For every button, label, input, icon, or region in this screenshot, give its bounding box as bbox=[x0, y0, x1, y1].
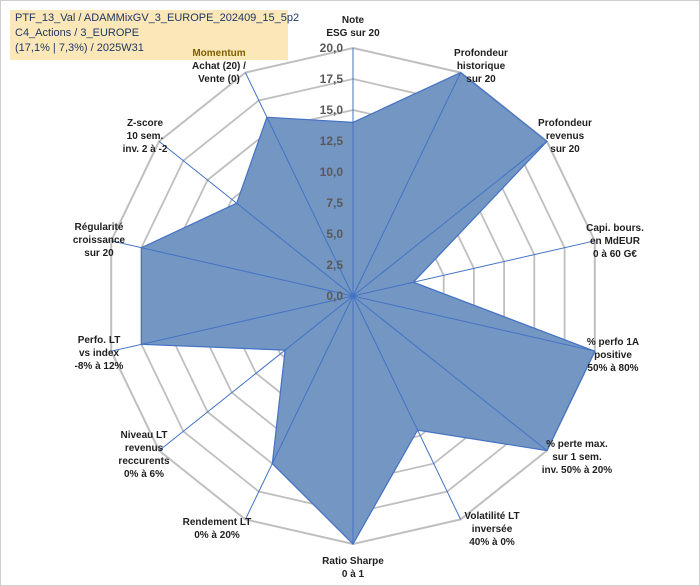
axis-label-line: croissance bbox=[73, 235, 126, 246]
axis-label-line: Volatilité LT bbox=[464, 511, 519, 522]
axis-label-line: -8% à 12% bbox=[75, 361, 124, 372]
axis-label-line: 0% à 20% bbox=[194, 530, 240, 541]
axis-spoke-10 bbox=[111, 295, 354, 352]
axis-label-line: Profondeur bbox=[538, 118, 592, 129]
axis-spoke-3 bbox=[352, 240, 595, 297]
axis-label-line: 50% à 80% bbox=[587, 363, 638, 374]
axis-label-11: Régularité croissance sur 20 bbox=[73, 222, 126, 259]
axis-spoke-6 bbox=[352, 295, 462, 520]
momentum-highlight-bg bbox=[187, 46, 251, 59]
axis-label-line: 0 à 1 bbox=[342, 569, 365, 580]
axis-label-line: Capi. bours. bbox=[586, 223, 644, 234]
axis-label-line: Niveau LT bbox=[120, 430, 167, 441]
tick-label-7: 17,5 bbox=[320, 72, 344, 86]
axis-label-line: Momentum bbox=[192, 48, 245, 59]
tick-label-3: 7,5 bbox=[326, 196, 343, 210]
axis-label-line: Profondeur bbox=[454, 48, 508, 59]
axis-label-line: inv. 50% à 20% bbox=[542, 465, 613, 476]
axis-spoke-2 bbox=[352, 141, 548, 297]
axis-label-line: revenus bbox=[125, 443, 164, 454]
axis-label-10: Perfo. LT vs index -8% à 12% bbox=[75, 335, 124, 372]
axis-label-line: 0% à 6% bbox=[124, 469, 164, 480]
axis-label-line: 0 à 60 G€ bbox=[593, 249, 637, 260]
axis-spoke-9 bbox=[158, 295, 354, 451]
tick-label-6: 15,0 bbox=[320, 103, 344, 117]
axis-label-line: ESG sur 20 bbox=[326, 28, 380, 39]
axis-label-line: Achat (20) / bbox=[192, 61, 246, 72]
axis-label-line: inversée bbox=[472, 524, 513, 535]
axis-label-7: Ratio Sharpe 0 à 1 bbox=[322, 556, 384, 580]
tick-label-5: 12,5 bbox=[320, 134, 344, 148]
axis-label-4: % perfo 1A positive 50% à 80% bbox=[587, 337, 639, 374]
axis-spoke-1 bbox=[352, 72, 462, 297]
axis-label-3: Capi. bours. en MdEUR 0 à 60 G€ bbox=[586, 223, 644, 260]
axis-label-line: % perfo 1A bbox=[587, 337, 639, 348]
axis-spoke-11 bbox=[111, 240, 354, 297]
axis-spoke-4 bbox=[352, 295, 595, 352]
axis-label-5: % perte max. sur 1 sem. inv. 50% à 20% bbox=[542, 439, 613, 476]
axis-spoke-12 bbox=[158, 141, 354, 297]
axis-spoke-8 bbox=[244, 295, 354, 520]
portfolio-stats: (17,1% | 7,3%) / 2025W31 bbox=[15, 42, 144, 54]
axis-label-line: sur 20 bbox=[84, 248, 114, 259]
axis-label-line: positive bbox=[594, 350, 632, 361]
axis-label-line: 10 sem. bbox=[127, 131, 164, 142]
axis-spoke-13 bbox=[244, 72, 354, 297]
axis-label-line: Rendement LT bbox=[183, 517, 252, 528]
portfolio-title: PTF_13_Val / ADAMMixGV_3_EUROPE_202409_1… bbox=[15, 12, 300, 24]
axis-label-line: sur 1 sem. bbox=[552, 452, 602, 463]
axis-label-9: Niveau LT revenus reccurents 0% à 6% bbox=[118, 430, 170, 480]
tick-label-1: 2,5 bbox=[326, 258, 343, 272]
axis-label-8: Rendement LT 0% à 20% bbox=[183, 517, 252, 541]
axis-label-line: Ratio Sharpe bbox=[322, 556, 384, 567]
portfolio-info-box: PTF_13_Val / ADAMMixGV_3_EUROPE_202409_1… bbox=[10, 10, 299, 60]
axis-label-line: en MdEUR bbox=[590, 236, 641, 247]
axis-label-line: Vente (0) bbox=[198, 74, 240, 85]
axis-label-line: revenus bbox=[546, 131, 585, 142]
axis-label-13: Momentum Achat (20) / Vente (0) bbox=[192, 48, 246, 85]
axis-label-line: reccurents bbox=[118, 456, 170, 467]
axis-label-line: Régularité bbox=[75, 222, 124, 233]
tick-label-8: 20,0 bbox=[320, 41, 344, 55]
axis-label-2: Profondeur revenus sur 20 bbox=[538, 118, 592, 155]
portfolio-category: C4_Actions / 3_EUROPE bbox=[15, 27, 140, 39]
tick-label-4: 10,0 bbox=[320, 165, 344, 179]
axis-label-12: Z-score 10 sem. inv. 2 à -2 bbox=[123, 118, 168, 155]
axis-label-0: Note ESG sur 20 bbox=[326, 15, 380, 39]
axis-label-line: Note bbox=[342, 15, 365, 26]
axis-label-line: inv. 2 à -2 bbox=[123, 144, 168, 155]
axis-label-line: 40% à 0% bbox=[469, 537, 515, 548]
axis-label-line: Z-score bbox=[127, 118, 164, 129]
axis-label-line: sur 20 bbox=[550, 144, 580, 155]
tick-label-2: 5,0 bbox=[326, 227, 343, 241]
axis-label-line: historique bbox=[457, 61, 506, 72]
tick-label-0: 0,0 bbox=[326, 289, 343, 303]
axis-label-line: vs index bbox=[79, 348, 119, 359]
axis-label-6: Volatilité LT inversée 40% à 0% bbox=[464, 511, 519, 548]
axis-spoke-5 bbox=[352, 295, 548, 451]
axis-label-line: Perfo. LT bbox=[78, 335, 121, 346]
axis-label-1: Profondeur historique sur 20 bbox=[454, 48, 508, 85]
axis-label-line: sur 20 bbox=[466, 74, 496, 85]
axis-label-line: % perte max. bbox=[546, 439, 608, 450]
